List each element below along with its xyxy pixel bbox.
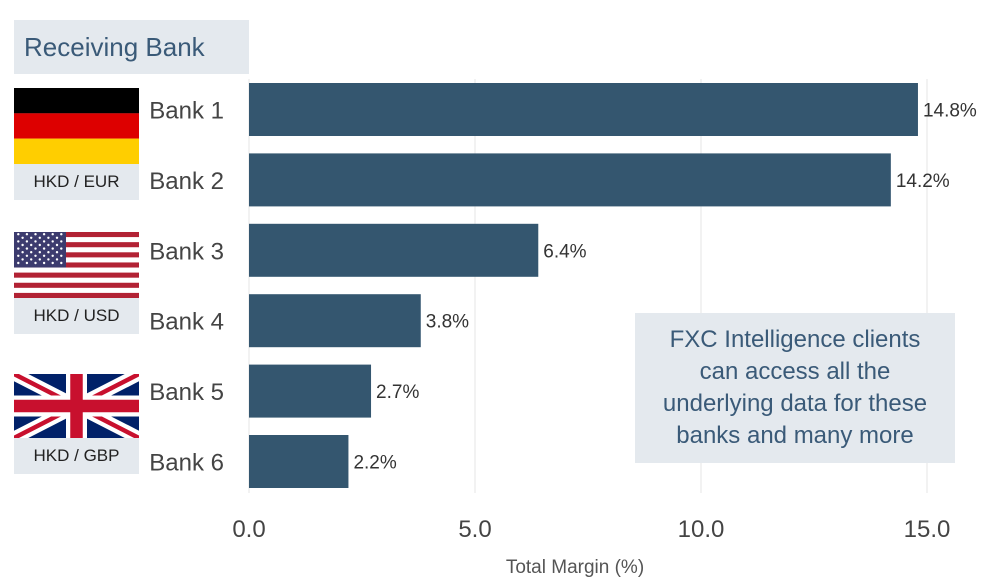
callout-text: FXC Intelligence clients can access all … (662, 326, 928, 449)
flag-group-gbp: HKD / GBP (14, 374, 139, 474)
value-label: 2.7% (376, 382, 419, 403)
usa-flag-icon (14, 232, 139, 298)
category-label: Bank 6 (149, 450, 224, 477)
flag-group-usd: HKD / USD (14, 232, 139, 334)
bar (249, 83, 918, 136)
category-label: Bank 1 (149, 98, 224, 125)
receiving-bank-header: Receiving Bank (14, 20, 249, 74)
fxc-callout-box: FXC Intelligence clients can access all … (635, 313, 955, 463)
header-title: Receiving Bank (24, 31, 205, 62)
category-label: Bank 2 (149, 168, 224, 195)
value-label: 14.8% (923, 101, 977, 122)
bar (249, 435, 349, 488)
flag-label-usd: HKD / USD (14, 298, 139, 334)
x-axis-title: Total Margin (%) (506, 557, 644, 578)
x-tick-label: 15.0 (904, 516, 951, 543)
value-label: 3.8% (426, 312, 469, 333)
value-label: 6.4% (543, 241, 586, 262)
flag-label-eur: HKD / EUR (14, 164, 139, 200)
bar (249, 364, 372, 418)
category-label: Bank 5 (149, 379, 224, 406)
uk-flag-icon (14, 374, 139, 438)
x-tick-label: 10.0 (678, 516, 725, 543)
bar (249, 294, 421, 348)
category-label: Bank 4 (149, 309, 224, 336)
germany-flag-icon (14, 88, 139, 164)
flag-label-gbp: HKD / GBP (14, 438, 139, 474)
bar (249, 153, 891, 207)
flag-group-eur: HKD / EUR (14, 88, 139, 200)
value-label: 2.2% (353, 453, 396, 474)
bar (249, 223, 539, 277)
category-label: Bank 3 (149, 238, 224, 265)
value-label: 14.2% (896, 171, 950, 192)
x-tick-label: 0.0 (232, 516, 265, 543)
x-tick-label: 5.0 (458, 516, 491, 543)
